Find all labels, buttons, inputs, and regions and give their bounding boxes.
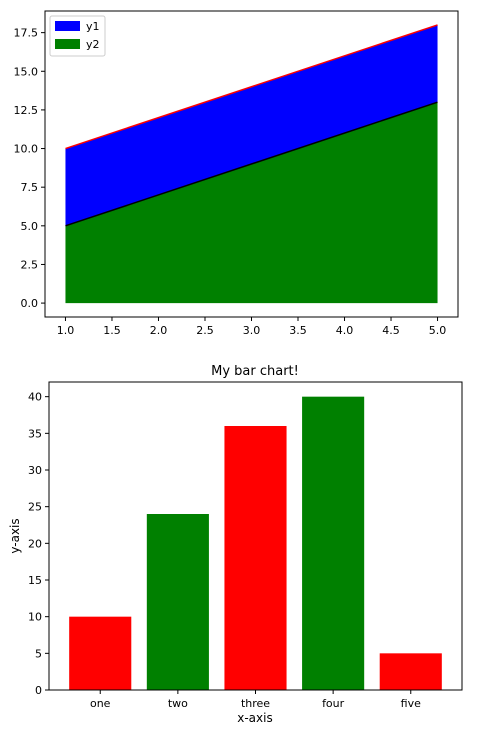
y-tick-label: 5: [35, 647, 42, 660]
legend-label-y1: y1: [86, 20, 100, 33]
y-tick-label: 0.0: [21, 297, 39, 310]
x-tick-label: four: [322, 697, 345, 710]
x-tick-label: one: [90, 697, 111, 710]
area-legend: y1 y2: [49, 15, 106, 57]
bar-group: [69, 396, 442, 690]
x-tick-label: two: [168, 697, 188, 710]
x-tick-label: 5.0: [429, 324, 447, 337]
y-tick-label: 40: [28, 391, 42, 404]
x-tick-label: five: [401, 697, 421, 710]
bar-chart: My bar chart! one two three four five 0 5 10 15…: [8, 364, 463, 725]
x-tick-label: 1.5: [103, 324, 121, 337]
area-line-y2: [65, 101, 438, 227]
bar-four: [302, 396, 365, 690]
legend-swatch-y2: [55, 39, 80, 49]
y-tick-label: 15.0: [14, 65, 39, 78]
area-x-ticks: 1.0 1.5 2.0 2.5 3.0 3.5 4.0 4.5 5.0: [57, 317, 447, 337]
bar-x-ticks: one two three four five: [90, 690, 421, 710]
area-series-group: [65, 24, 438, 304]
y-tick-label: 5.0: [21, 220, 39, 233]
bar-y-axis-label: y-axis: [8, 518, 22, 553]
area-line-y1: [65, 24, 438, 150]
legend-swatch-y1: [55, 21, 80, 31]
y-tick-label: 7.5: [21, 181, 39, 194]
x-tick-label: 2.5: [196, 324, 214, 337]
x-tick-label: three: [241, 697, 270, 710]
area-y-ticks: 0.0 2.5 5.0 7.5 10.0 12.5 15.0 17.5: [14, 27, 45, 310]
x-tick-label: 4.5: [382, 324, 400, 337]
x-tick-label: 2.0: [150, 324, 168, 337]
bar-y-ticks: 0 5 10 15 20 25 30 35 40: [28, 391, 49, 697]
y-tick-label: 30: [28, 464, 42, 477]
x-tick-label: 3.5: [289, 324, 307, 337]
x-tick-label: 4.0: [336, 324, 354, 337]
y-tick-label: 17.5: [14, 27, 39, 40]
y-tick-label: 25: [28, 501, 42, 514]
y-tick-label: 15: [28, 574, 42, 587]
y-tick-label: 10.0: [14, 143, 39, 156]
y-tick-label: 12.5: [14, 104, 39, 117]
area-fill-y2: [65, 102, 438, 304]
x-tick-label: 3.0: [243, 324, 261, 337]
bar-two: [146, 514, 209, 690]
area-chart: 1.0 1.5 2.0 2.5 3.0 3.5 4.0 4.5 5.0 0.0 2.5 5.0 7.5…: [14, 10, 459, 337]
legend-label-y2: y2: [86, 38, 100, 51]
bar-one: [69, 616, 132, 690]
bar-x-axis-label: x-axis: [237, 711, 272, 725]
y-tick-label: 10: [28, 611, 42, 624]
y-tick-label: 20: [28, 537, 42, 550]
bar-three: [224, 426, 287, 690]
y-tick-label: 2.5: [21, 258, 39, 271]
area-fill-y1: [65, 24, 438, 226]
bar-chart-title: My bar chart!: [211, 364, 299, 379]
x-tick-label: 1.0: [57, 324, 75, 337]
y-tick-label: 35: [28, 427, 42, 440]
y-tick-label: 0: [35, 684, 42, 697]
bar-five: [379, 653, 442, 690]
